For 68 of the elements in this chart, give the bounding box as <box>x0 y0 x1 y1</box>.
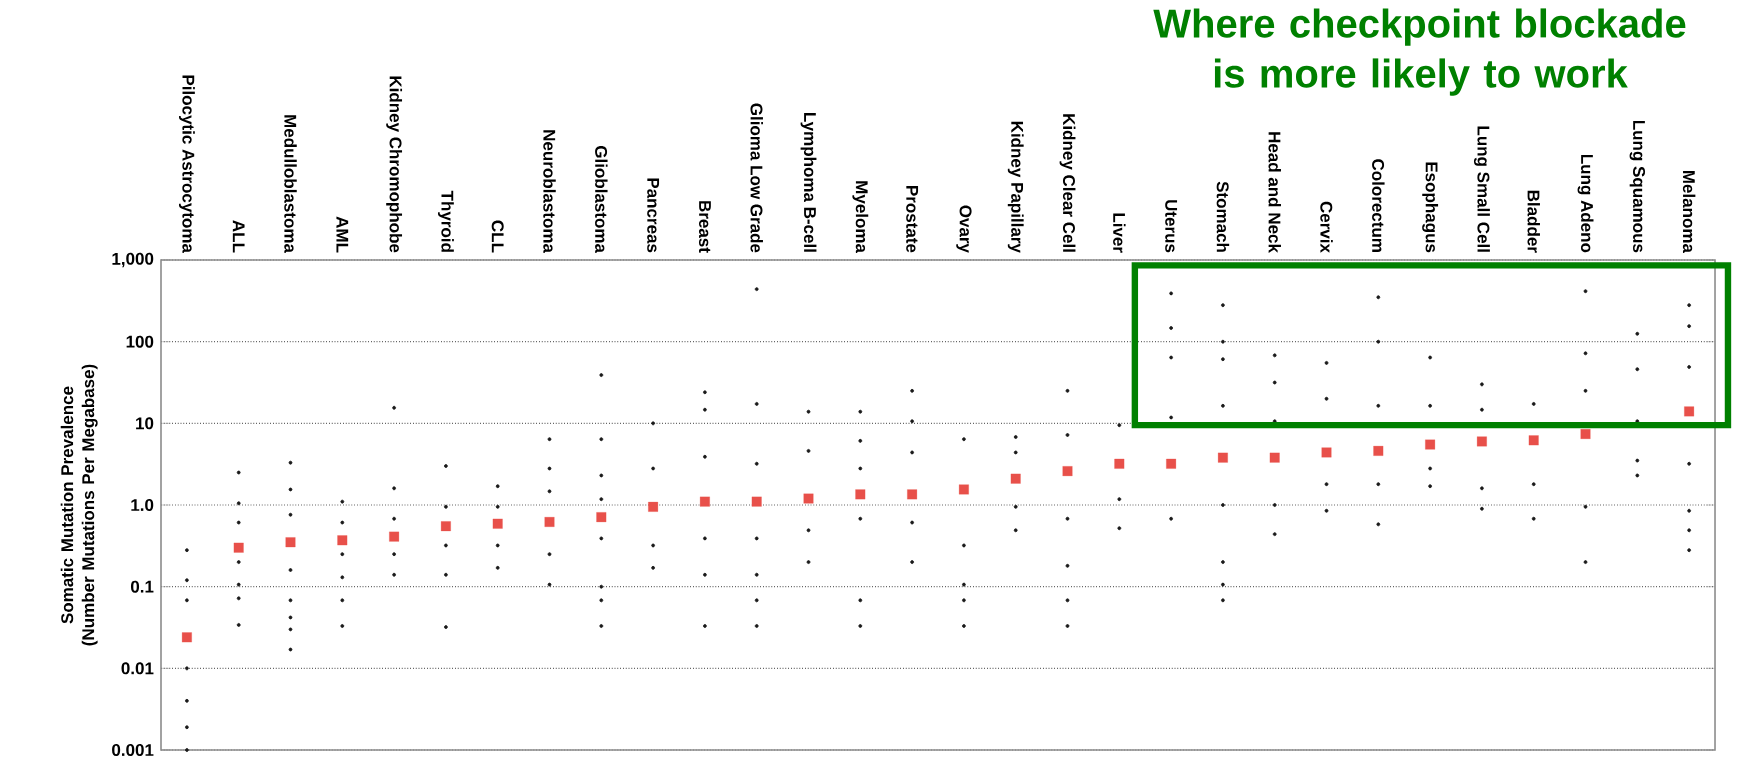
point <box>1062 466 1073 477</box>
x-tick-label: Thyroid <box>438 190 454 252</box>
y-tick-label: 10 <box>136 417 154 430</box>
y-tick-label: 0.1 <box>130 580 154 593</box>
x-tick-label: Liver <box>1113 213 1126 253</box>
x-tick-label: Head and Neck <box>1268 132 1281 254</box>
x-tick-label: Prostate <box>906 186 919 253</box>
point <box>803 493 814 504</box>
x-tick-label: Glioma Low Grade <box>750 103 763 253</box>
point <box>544 517 555 528</box>
y-tick-label: 100 <box>126 335 154 348</box>
x-tick-label: Bladder <box>1527 190 1540 253</box>
point <box>1269 452 1280 463</box>
point <box>285 537 296 548</box>
point <box>751 496 762 507</box>
x-tick-label: Glioblastoma <box>595 146 608 254</box>
x-tick-label: Breast <box>698 201 711 253</box>
x-tick-label: CLL <box>491 220 504 253</box>
x-tick-label: Ovary <box>956 205 972 254</box>
x-tick-label: Stomach <box>1216 181 1230 253</box>
point <box>1217 452 1228 463</box>
point <box>1684 406 1695 417</box>
point <box>1528 435 1539 446</box>
x-tick-label: Lung Small Cell <box>1473 126 1490 252</box>
point <box>1114 458 1125 469</box>
y-tick-label: 0.001 <box>112 744 154 757</box>
point <box>440 521 451 532</box>
x-tick-label: Lymphoma B-cell <box>800 113 817 252</box>
point <box>1373 446 1384 456</box>
x-tick-label: Kidney Chromophobe <box>386 76 403 253</box>
y-tick-label: 1,000 <box>112 252 154 268</box>
x-tick-label: Myeloma <box>852 181 869 254</box>
point <box>596 512 607 523</box>
x-tick-label: Pancreas <box>647 178 660 253</box>
x-tick-label: Kidney Clear Cell <box>1059 114 1076 252</box>
x-tick-label: Melanoma <box>1682 171 1696 254</box>
text: Where checkpoint blockade is more likely to work <box>1153 8 1686 96</box>
point <box>1476 436 1487 447</box>
point <box>648 502 659 512</box>
point <box>389 531 400 542</box>
point <box>1425 439 1436 450</box>
point <box>855 489 866 500</box>
point <box>958 484 969 495</box>
point <box>1010 473 1021 484</box>
point <box>492 518 503 529</box>
point <box>233 542 244 553</box>
x-tick-label: ALL <box>232 220 245 253</box>
x-tick-label: Pilocytic Astrocytoma <box>179 75 195 254</box>
x-tick-label: Neuroblastoma <box>543 130 556 254</box>
x-tick-label: Uterus <box>1165 200 1178 253</box>
x-tick-label: Lung Adeno <box>1577 155 1594 253</box>
x-tick-label: Cervix <box>1320 201 1333 253</box>
x-tick-label: Colorectum <box>1372 159 1385 253</box>
point <box>699 496 710 507</box>
point <box>1580 429 1591 440</box>
point <box>907 489 918 500</box>
y-tick-label: 1.0 <box>131 499 154 512</box>
point <box>1166 458 1177 469</box>
x-tick-label: AML <box>336 216 349 253</box>
y-tick-label: 0.01 <box>121 662 154 675</box>
x-tick-label: Esophagus <box>1422 162 1439 253</box>
x-tick-label: Kidney Papillary <box>1007 121 1024 254</box>
point <box>181 632 192 643</box>
x-tick-label: Medulloblastoma <box>284 115 297 254</box>
point <box>337 535 348 546</box>
x-tick-label: Lung Squamous <box>1629 121 1646 253</box>
y-axis-title: Somatic Mutation Prevalence (Number Mutations Per Megabase) <box>60 364 98 646</box>
point <box>1321 447 1332 458</box>
